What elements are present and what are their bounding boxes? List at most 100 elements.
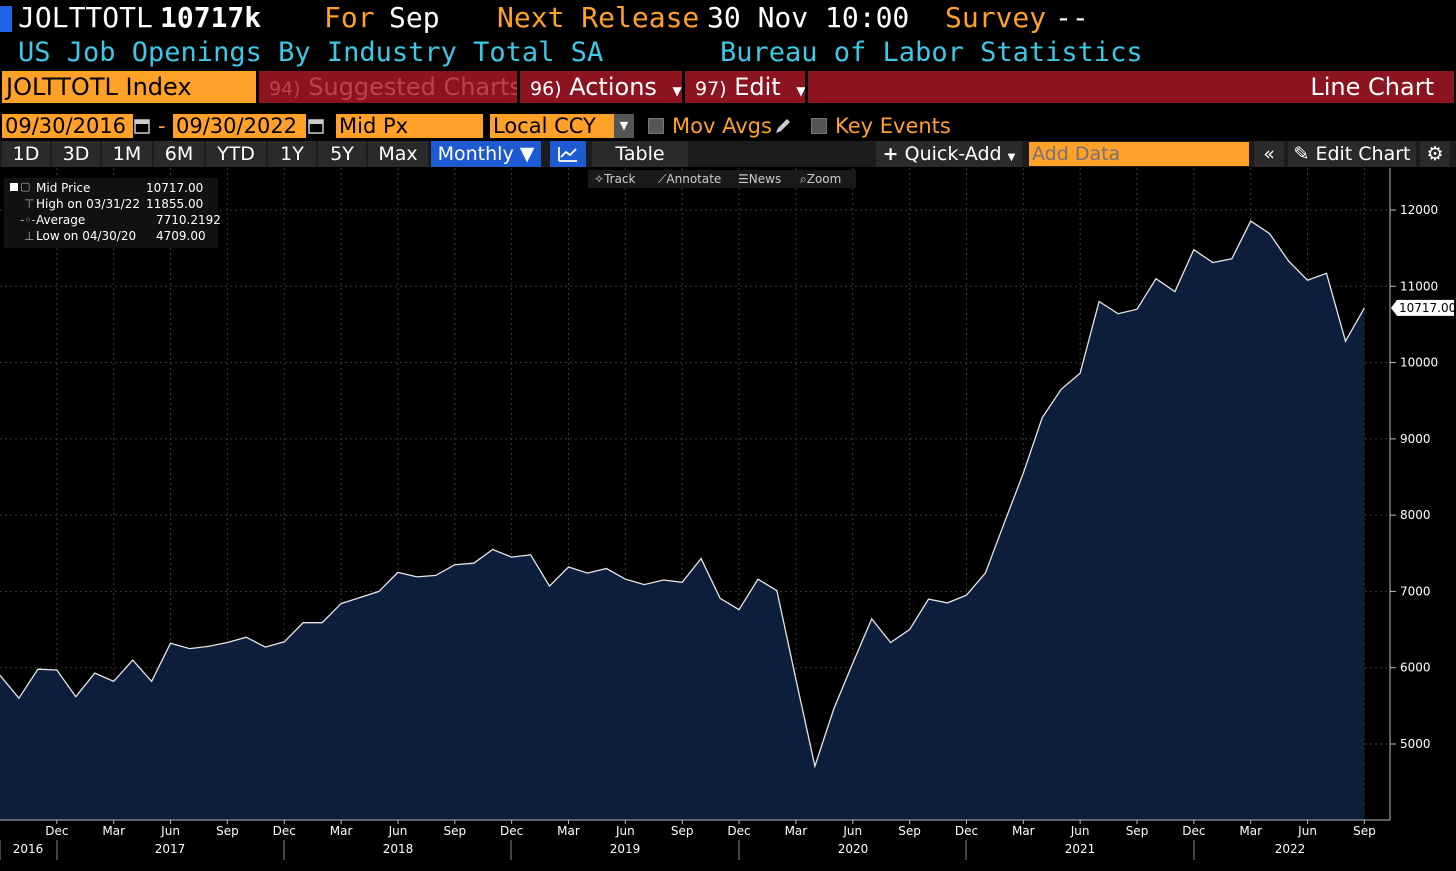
period-max-button[interactable]: Max [368, 141, 428, 167]
quick-add-button[interactable]: + Quick-Add ▼ [876, 141, 1022, 167]
x-tick-label: Jun [842, 824, 862, 838]
actions-number: 96) [530, 78, 562, 100]
calendar-icon[interactable] [307, 116, 325, 134]
x-tick-label: Mar [102, 824, 125, 838]
caret-down-icon: ▼ [672, 84, 682, 98]
mov-avgs-checkbox[interactable] [648, 118, 664, 134]
x-tick-label: Sep [1353, 824, 1376, 838]
chart-area[interactable]: 5000 6000 7000 8000 9000 10000 11000 12000 Dec M… [0, 168, 1456, 867]
x-year-label: 2016 [13, 842, 44, 856]
chart-type-label: Line Chart [808, 71, 1454, 103]
table-button[interactable]: Table [592, 141, 688, 167]
y-tick-label: 11000 [1400, 279, 1438, 293]
chart-legend: ▢ Mid Price 10717.00 ⊤ High on 03/31/22 … [4, 178, 221, 248]
description-row: US Job Openings By Industry Total SA Bur… [0, 37, 1456, 69]
news-tool[interactable]: ☰ News [738, 172, 782, 186]
series-line [0, 220, 1365, 769]
main-toolbar: JOLTTOTL Index 94) Suggested Charts 96) … [0, 71, 1456, 103]
legend-row: ⊤ High on 03/31/22 11855.00 [4, 196, 218, 212]
period-1y-button[interactable]: 1Y [268, 141, 316, 167]
checkbox-icon[interactable]: ▢ [20, 180, 31, 193]
currency-dropdown-icon[interactable]: ▼ [614, 114, 634, 138]
x-year-label: 2022 [1275, 842, 1306, 856]
track-tool[interactable]: ✧ Track [594, 172, 636, 186]
next-release-label: Next Release [497, 1, 700, 34]
y-tick-label: 12000 [1400, 203, 1438, 217]
date-range-row: 09/30/2016 - 09/30/2022 Mid Px Local CCY… [0, 112, 1456, 140]
pencil-icon[interactable] [773, 116, 793, 136]
y-tick-label: 10000 [1400, 356, 1438, 370]
x-tick-label: Mar [330, 824, 353, 838]
legend-row: -◦- Average 7710.2192 [4, 212, 221, 228]
end-date-input[interactable]: 09/30/2022 [173, 114, 306, 138]
x-year-label: 2018 [383, 842, 414, 856]
quick-add-label: Quick-Add [904, 143, 1002, 165]
x-year-label: 2020 [838, 842, 869, 856]
zoom-tool[interactable]: ⌕ Zoom [800, 172, 842, 186]
x-tick-label: Sep [216, 824, 239, 838]
period-5y-button[interactable]: 5Y [318, 141, 366, 167]
legend-row: ⊥ Low on 04/30/20 4709.00 [4, 228, 218, 244]
y-tick-label: 5000 [1400, 737, 1431, 751]
legend-value: 11855.00 [146, 197, 204, 211]
cursor-marker [0, 6, 12, 32]
annotate-tool[interactable]: ⟋ Annotate [658, 172, 722, 186]
x-tick-label: Jun [1297, 824, 1317, 838]
period-ytd-button[interactable]: YTD [206, 141, 266, 167]
period-3d-button[interactable]: 3D [52, 141, 100, 167]
period-1d-button[interactable]: 1D [2, 141, 50, 167]
legend-value: 7710.2192 [156, 213, 221, 227]
survey-value: -- [1055, 1, 1089, 34]
price-chart[interactable]: 5000 6000 7000 8000 9000 10000 11000 12000 Dec M… [0, 168, 1456, 867]
period-1m-button[interactable]: 1M [102, 141, 152, 167]
security-field[interactable]: JOLTTOTL Index [2, 71, 256, 103]
annotate-label: Annotate [666, 172, 722, 186]
period-6m-button[interactable]: 6M [154, 141, 204, 167]
caret-down-icon: ▼ [519, 143, 535, 165]
collapse-left-icon[interactable]: « [1254, 141, 1284, 167]
legend-value: 4709.00 [156, 229, 206, 243]
start-date-input[interactable]: 09/30/2016 [2, 114, 133, 138]
track-label: Track [604, 172, 636, 186]
edit-menu[interactable]: 97) Edit ▼ [685, 71, 805, 103]
legend-label: Average [36, 213, 86, 227]
last-value-tag [1391, 299, 1454, 316]
edit-chart-button[interactable]: ✎ Edit Chart [1288, 141, 1416, 167]
field-selector[interactable]: Mid Px [336, 114, 483, 138]
suggested-charts-number: 94) [269, 78, 301, 100]
x-year-label: 2017 [155, 842, 186, 856]
calendar-icon[interactable] [133, 116, 151, 134]
add-data-input[interactable] [1029, 142, 1249, 166]
y-tick-label: 7000 [1400, 584, 1431, 598]
x-tick-label: Mar [1012, 824, 1035, 838]
line-chart-icon[interactable] [550, 141, 586, 167]
caret-down-icon: ▼ [796, 84, 805, 98]
frequency-selector[interactable]: Monthly ▼ [431, 141, 541, 167]
x-year-label: 2019 [610, 842, 641, 856]
x-tick-label: Dec [727, 824, 750, 838]
last-value-tag-label: 10717.00 [1399, 301, 1456, 315]
period-toolbar: 1D 3D 1M 6M YTD 1Y 5Y Max Monthly ▼ Tabl… [0, 141, 1456, 167]
suggested-charts-button[interactable]: 94) Suggested Charts [259, 71, 517, 103]
ticker-symbol: JOLTTOTL [18, 1, 153, 34]
x-tick-label: Jun [1070, 824, 1090, 838]
for-label: For [324, 1, 375, 34]
y-tick-label: 6000 [1400, 661, 1431, 675]
actions-label: Actions [569, 73, 657, 101]
currency-selector[interactable]: Local CCY [490, 114, 615, 138]
x-year-label: 2021 [1065, 842, 1096, 856]
x-tick-label: Dec [955, 824, 978, 838]
key-events-checkbox[interactable] [811, 118, 827, 134]
x-tick-label: Mar [785, 824, 808, 838]
suggested-charts-label: Suggested Charts [308, 73, 517, 101]
last-value: 10717k [160, 1, 262, 34]
for-value: Sep [389, 1, 440, 34]
chart-tools-bar: ✧ Track ⟋ Annotate ☰ News ⌕ Zoom [588, 170, 856, 188]
gear-icon[interactable]: ⚙ [1420, 141, 1450, 167]
legend-value: 10717.00 [146, 181, 204, 195]
actions-menu[interactable]: 96) Actions ▼ [520, 71, 682, 103]
security-description: US Job Openings By Industry Total SA [18, 37, 604, 68]
legend-label: Low on 04/30/20 [36, 229, 137, 243]
x-tick-label: Jun [615, 824, 635, 838]
x-tick-label: Sep [898, 824, 921, 838]
